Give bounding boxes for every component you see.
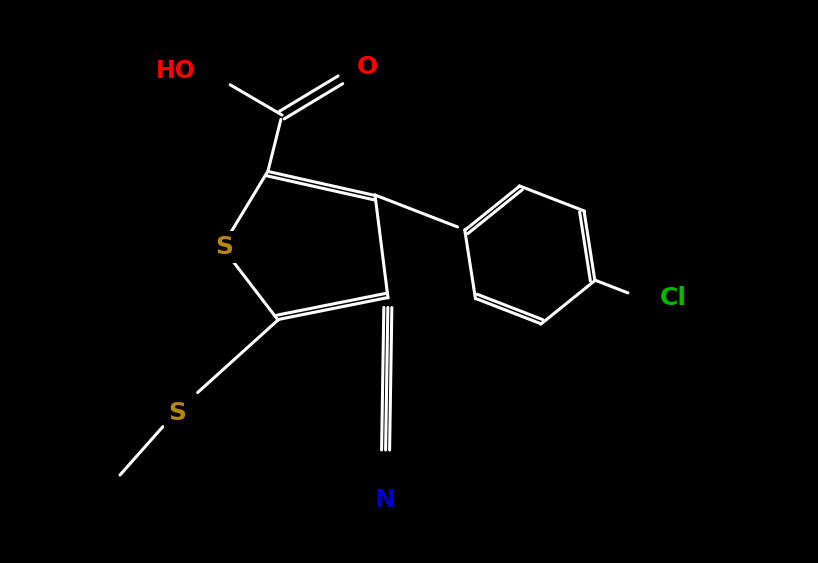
Text: S: S bbox=[215, 235, 233, 259]
Text: Cl: Cl bbox=[660, 287, 687, 310]
Text: N: N bbox=[375, 488, 395, 512]
Text: HO: HO bbox=[156, 59, 196, 83]
Text: S: S bbox=[168, 401, 186, 425]
Text: O: O bbox=[357, 55, 378, 79]
